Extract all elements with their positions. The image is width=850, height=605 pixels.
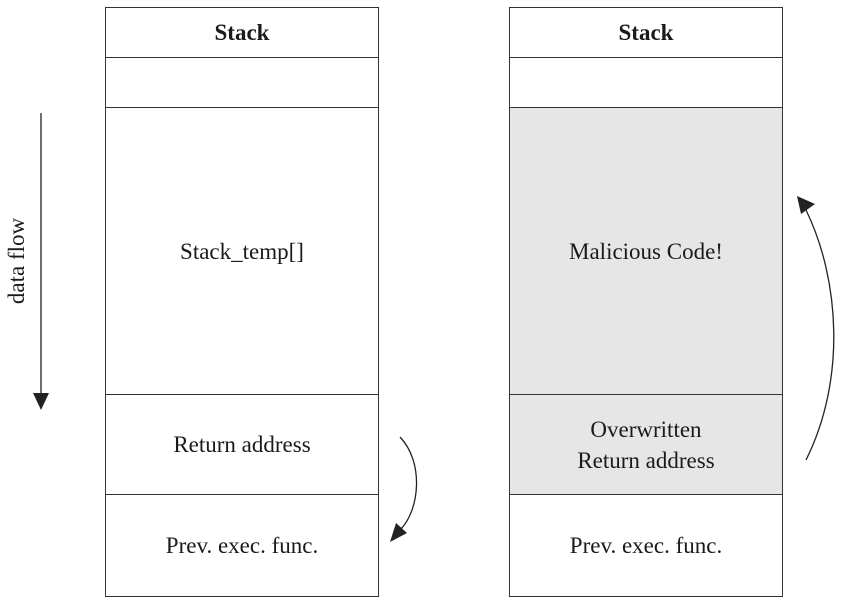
left-stack-header: Stack bbox=[106, 8, 378, 58]
right-stack-malicious-cell: Malicious Code! bbox=[510, 108, 782, 395]
overwritten-label: Overwritten bbox=[590, 414, 701, 445]
overwritten-return-address-label: Return address bbox=[577, 445, 714, 476]
left-stack-empty-cell bbox=[106, 58, 378, 108]
return-arrow bbox=[390, 437, 417, 542]
return-address-label: Return address bbox=[173, 429, 310, 460]
right-stack-header: Stack bbox=[510, 8, 782, 58]
right-stack-prev-func-cell: Prev. exec. func. bbox=[510, 495, 782, 596]
right-stack: Stack Malicious Code! Overwritten Return… bbox=[509, 7, 783, 597]
data-flow-arrow bbox=[33, 113, 49, 410]
data-flow-label: data flow bbox=[4, 218, 30, 304]
right-stack-overwritten-cell: Overwritten Return address bbox=[510, 395, 782, 495]
buffer-label: Stack_temp[] bbox=[180, 236, 304, 267]
right-stack-empty-cell bbox=[510, 58, 782, 108]
left-stack: Stack Stack_temp[] Return address Prev. … bbox=[105, 7, 379, 597]
left-stack-buffer-cell: Stack_temp[] bbox=[106, 108, 378, 395]
left-stack-return-address-cell: Return address bbox=[106, 395, 378, 495]
malicious-code-label: Malicious Code! bbox=[569, 236, 723, 267]
prev-func-label-left: Prev. exec. func. bbox=[166, 530, 318, 561]
left-stack-prev-func-cell: Prev. exec. func. bbox=[106, 495, 378, 596]
jump-arrow bbox=[797, 196, 834, 460]
prev-func-label-right: Prev. exec. func. bbox=[570, 530, 722, 561]
